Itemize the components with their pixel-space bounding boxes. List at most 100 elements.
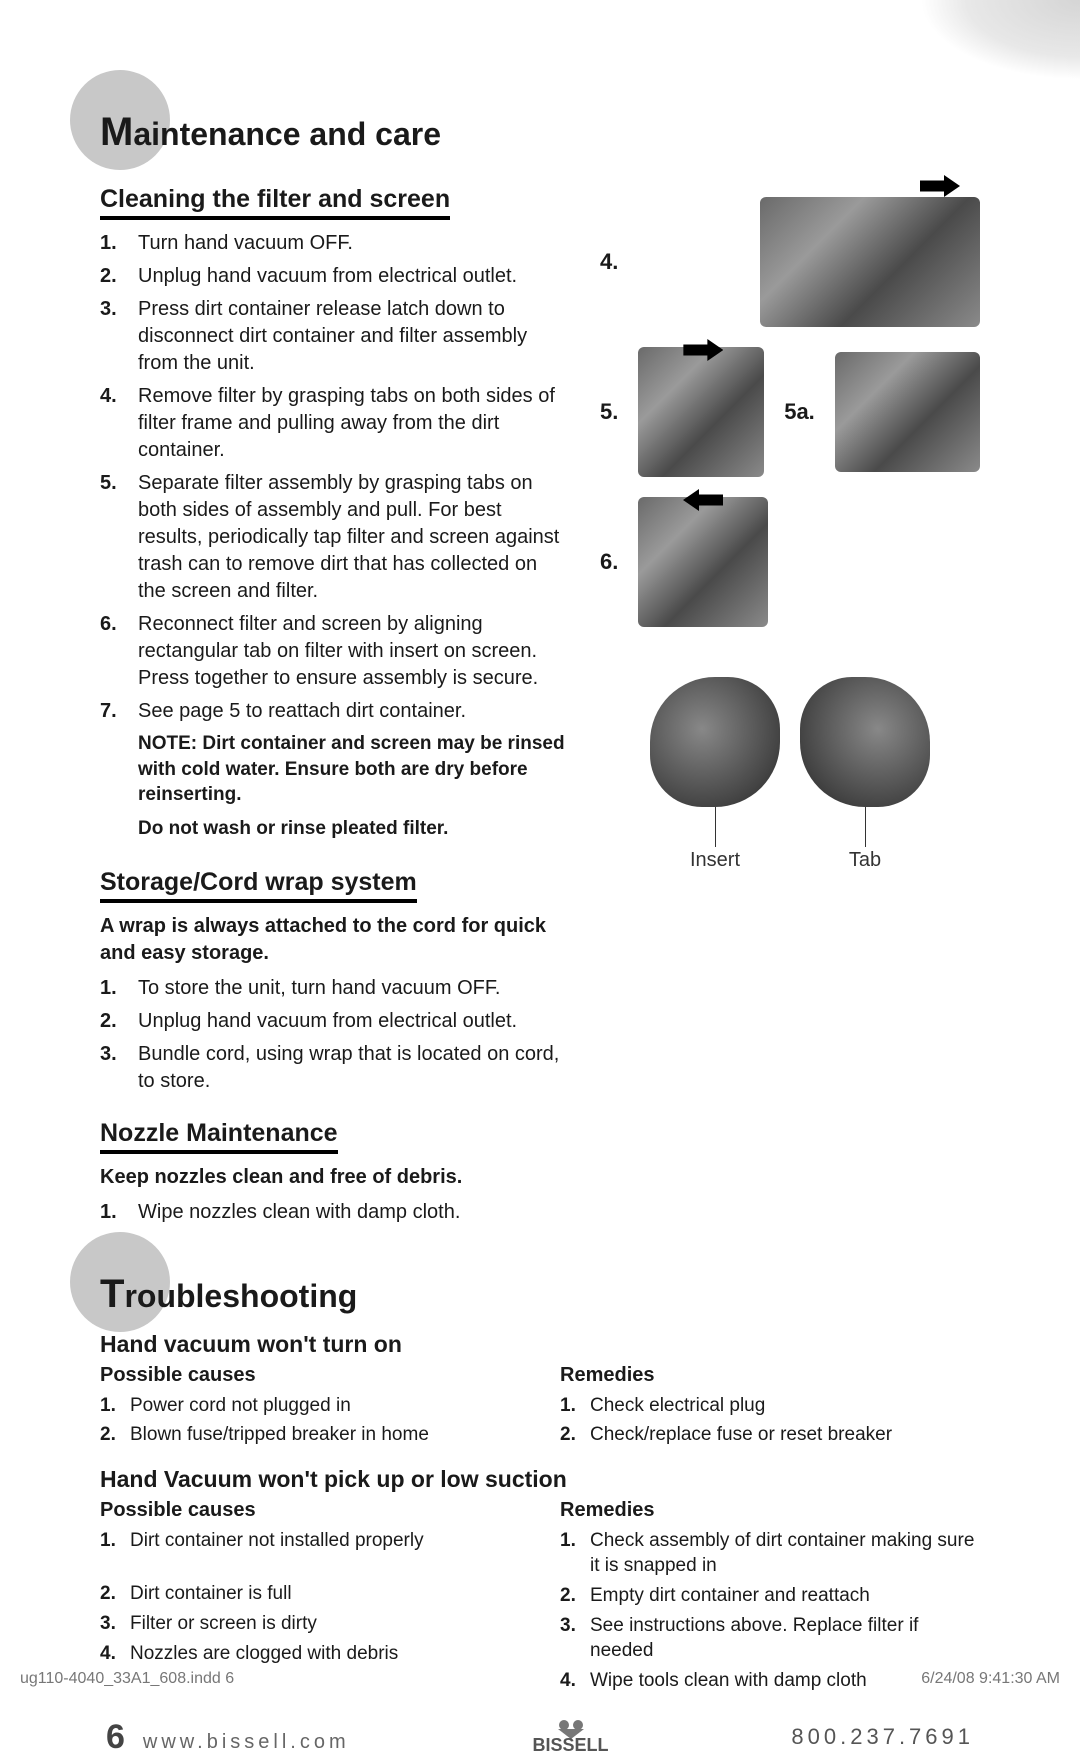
problem2-remedies: Remedies 1.Check assembly of dirt contai…: [560, 1499, 980, 1698]
cause-text: Dirt container is full: [130, 1581, 520, 1607]
indd-timestamp: 6/24/08 9:41:30 AM: [921, 1670, 1060, 1688]
problem1-heading: Hand vacuum won't turn on: [100, 1331, 980, 1358]
main-columns: Cleaning the filter and screen 1.Turn ha…: [100, 167, 980, 1232]
figure-6-row: 6.: [600, 497, 980, 627]
cleaning-steps: 1.Turn hand vacuum OFF. 2.Unplug hand va…: [100, 230, 570, 725]
step-text: Remove filter by grasping tabs on both s…: [138, 383, 570, 464]
step-text: See page 5 to reattach dirt container.: [138, 698, 570, 725]
fig-4-label: 4.: [600, 249, 618, 275]
problem2-causes: Possible causes 1.Dirt container not ins…: [100, 1499, 520, 1698]
bissell-logo: BISSELL: [533, 1719, 609, 1756]
tab-piece: Tab: [800, 677, 930, 872]
page-content: Maintenance and care Cleaning the filter…: [0, 0, 1080, 1757]
page-number: 6: [106, 1718, 125, 1757]
cause-text: Nozzles are clogged with debris: [130, 1641, 520, 1667]
maintenance-heading: Maintenance and care: [100, 110, 980, 155]
list-item: 4.Nozzles are clogged with debris: [100, 1641, 520, 1667]
maintenance-title: Maintenance and care: [100, 110, 980, 155]
remedies-label: Remedies: [560, 1364, 980, 1387]
list-item: 4.Remove filter by grasping tabs on both…: [100, 383, 570, 464]
list-item: 2.Blown fuse/tripped breaker in home: [100, 1422, 520, 1448]
fig-6-label: 6.: [600, 549, 618, 575]
fig-5a-image: [835, 352, 980, 472]
remedies-list: 1.Check assembly of dirt container makin…: [560, 1528, 980, 1694]
fig-6-image: [638, 497, 768, 627]
list-item: 1.Check electrical plug: [560, 1393, 980, 1419]
list-item: 6.Reconnect filter and screen by alignin…: [100, 611, 570, 692]
step-text: Turn hand vacuum OFF.: [138, 230, 570, 257]
list-item: 5.Separate filter assembly by grasping t…: [100, 470, 570, 605]
cause-text: Power cord not plugged in: [130, 1393, 520, 1419]
list-item: 2.Dirt container is full: [100, 1581, 520, 1607]
storage-intro: A wrap is always attached to the cord fo…: [100, 913, 570, 967]
list-item: 2.Unplug hand vacuum from electrical out…: [100, 263, 570, 290]
list-item: 2.Empty dirt container and reattach: [560, 1583, 980, 1609]
remedy-text: Check assembly of dirt container making …: [590, 1528, 980, 1579]
remedies-label: Remedies: [560, 1499, 980, 1522]
causes-list: 1.Power cord not plugged in 2.Blown fuse…: [100, 1393, 520, 1448]
phone-number: 800.237.7691: [791, 1724, 974, 1750]
fig-5-image: [638, 347, 764, 477]
nozzle-steps: 1.Wipe nozzles clean with damp cloth.: [100, 1199, 570, 1226]
cause-text: Dirt container not installed properly: [130, 1528, 520, 1554]
insert-piece: Insert: [650, 677, 780, 872]
list-item: 2.Check/replace fuse or reset breaker: [560, 1422, 980, 1448]
list-item: 3.Press dirt container release latch dow…: [100, 296, 570, 377]
problem1-remedies: Remedies 1.Check electrical plug 2.Check…: [560, 1364, 980, 1452]
list-item: 7.See page 5 to reattach dirt container.: [100, 698, 570, 725]
corner-accent: [920, 0, 1080, 80]
indd-filename: ug110-4040_33A1_608.indd 6: [20, 1670, 234, 1688]
causes-label: Possible causes: [100, 1499, 520, 1522]
tab-caption: Tab: [849, 849, 881, 872]
left-column: Cleaning the filter and screen 1.Turn ha…: [100, 167, 570, 1232]
troubleshooting-title: Troubleshooting: [100, 1272, 980, 1317]
step-text: Unplug hand vacuum from electrical outle…: [138, 263, 570, 290]
tab-shape: [800, 677, 930, 807]
troubleshooting-heading: Troubleshooting: [100, 1272, 980, 1317]
step-text: To store the unit, turn hand vacuum OFF.: [138, 975, 570, 1002]
website-url: www.bissell.com: [143, 1731, 350, 1754]
figure-5-row: 5. 5a.: [600, 347, 980, 477]
list-item: 1.Power cord not plugged in: [100, 1393, 520, 1419]
step-text: Reconnect filter and screen by aligning …: [138, 611, 570, 692]
note-rinse: NOTE: Dirt container and screen may be r…: [138, 731, 570, 808]
step-text: Bundle cord, using wrap that is located …: [138, 1041, 570, 1095]
remedies-list: 1.Check electrical plug 2.Check/replace …: [560, 1393, 980, 1448]
cause-text: Blown fuse/tripped breaker in home: [130, 1422, 520, 1448]
list-item: 1.Check assembly of dirt container makin…: [560, 1528, 980, 1579]
nozzle-intro: Keep nozzles clean and free of debris.: [100, 1164, 570, 1191]
arrow-left-icon: [683, 489, 723, 511]
title-initial: T: [100, 1272, 124, 1316]
remedy-text: Empty dirt container and reattach: [590, 1583, 980, 1609]
remedy-text: See instructions above. Replace filter i…: [590, 1613, 980, 1664]
remedy-text: Check electrical plug: [590, 1393, 980, 1419]
fig-4-image: [760, 197, 980, 327]
fig-5-label: 5.: [600, 399, 618, 425]
fig-5a-label: 5a.: [784, 399, 815, 425]
list-item: 3.See instructions above. Replace filter…: [560, 1613, 980, 1664]
nozzle-subhead: Nozzle Maintenance: [100, 1119, 338, 1154]
insert-shape: [650, 677, 780, 807]
arrow-right-icon: [920, 175, 960, 197]
step-text: Press dirt container release latch down …: [138, 296, 570, 377]
insert-caption: Insert: [690, 849, 740, 872]
callout-line: [715, 807, 716, 847]
remedy-text: Check/replace fuse or reset breaker: [590, 1422, 980, 1448]
problem1-causes: Possible causes 1.Power cord not plugged…: [100, 1364, 520, 1452]
list-item: 3.Filter or screen is dirty: [100, 1611, 520, 1637]
causes-label: Possible causes: [100, 1364, 520, 1387]
logo-text: BISSELL: [533, 1735, 609, 1756]
list-item: 1.To store the unit, turn hand vacuum OF…: [100, 975, 570, 1002]
figures-stack: 4. 5. 5a. 6.: [600, 197, 980, 872]
cleaning-subhead: Cleaning the filter and screen: [100, 185, 450, 220]
list-item: 1.Dirt container not installed properly: [100, 1528, 520, 1554]
step-text: Separate filter assembly by grasping tab…: [138, 470, 570, 605]
arrow-right-icon: [683, 339, 723, 361]
print-metadata: ug110-4040_33A1_608.indd 6 6/24/08 9:41:…: [20, 1670, 1060, 1688]
page-footer: 6 www.bissell.com BISSELL 800.237.7691: [100, 1718, 980, 1757]
list-item: 1.Wipe nozzles clean with damp cloth.: [100, 1199, 570, 1226]
insert-tab-figure: Insert Tab: [600, 677, 980, 872]
cause-text: Filter or screen is dirty: [130, 1611, 520, 1637]
problem1-columns: Possible causes 1.Power cord not plugged…: [100, 1364, 980, 1452]
note-warning: Do not wash or rinse pleated filter.: [138, 816, 570, 842]
